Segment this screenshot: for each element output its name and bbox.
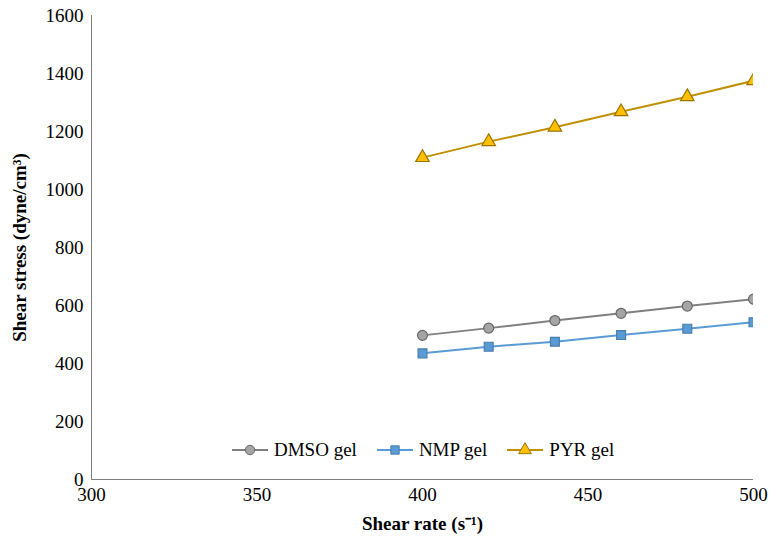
svg-text:300: 300 — [77, 484, 106, 505]
svg-text:350: 350 — [243, 484, 272, 505]
svg-text:1600: 1600 — [46, 5, 84, 26]
svg-text:450: 450 — [574, 484, 603, 505]
svg-text:800: 800 — [55, 237, 84, 258]
svg-text:600: 600 — [55, 295, 84, 316]
svg-text:400: 400 — [55, 353, 84, 374]
svg-text:1000: 1000 — [46, 179, 84, 200]
svg-text:200: 200 — [55, 411, 84, 432]
html-text:PYR gel: PYR gel — [549, 439, 615, 460]
svg-text:400: 400 — [408, 484, 437, 505]
svg-text:1200: 1200 — [46, 121, 84, 142]
svg-text:Shear stress (dyne/cm³): Shear stress (dyne/cm³) — [9, 153, 31, 342]
svg-text:Shear rate (s⁻¹): Shear rate (s⁻¹) — [362, 513, 483, 535]
svg-text:500: 500 — [739, 484, 768, 505]
svg-text:0: 0 — [74, 468, 84, 490]
html-text:NMP gel: NMP gel — [418, 439, 488, 460]
html-text:DMSO gel: DMSO gel — [274, 439, 357, 460]
svg-text:1400: 1400 — [46, 63, 84, 84]
